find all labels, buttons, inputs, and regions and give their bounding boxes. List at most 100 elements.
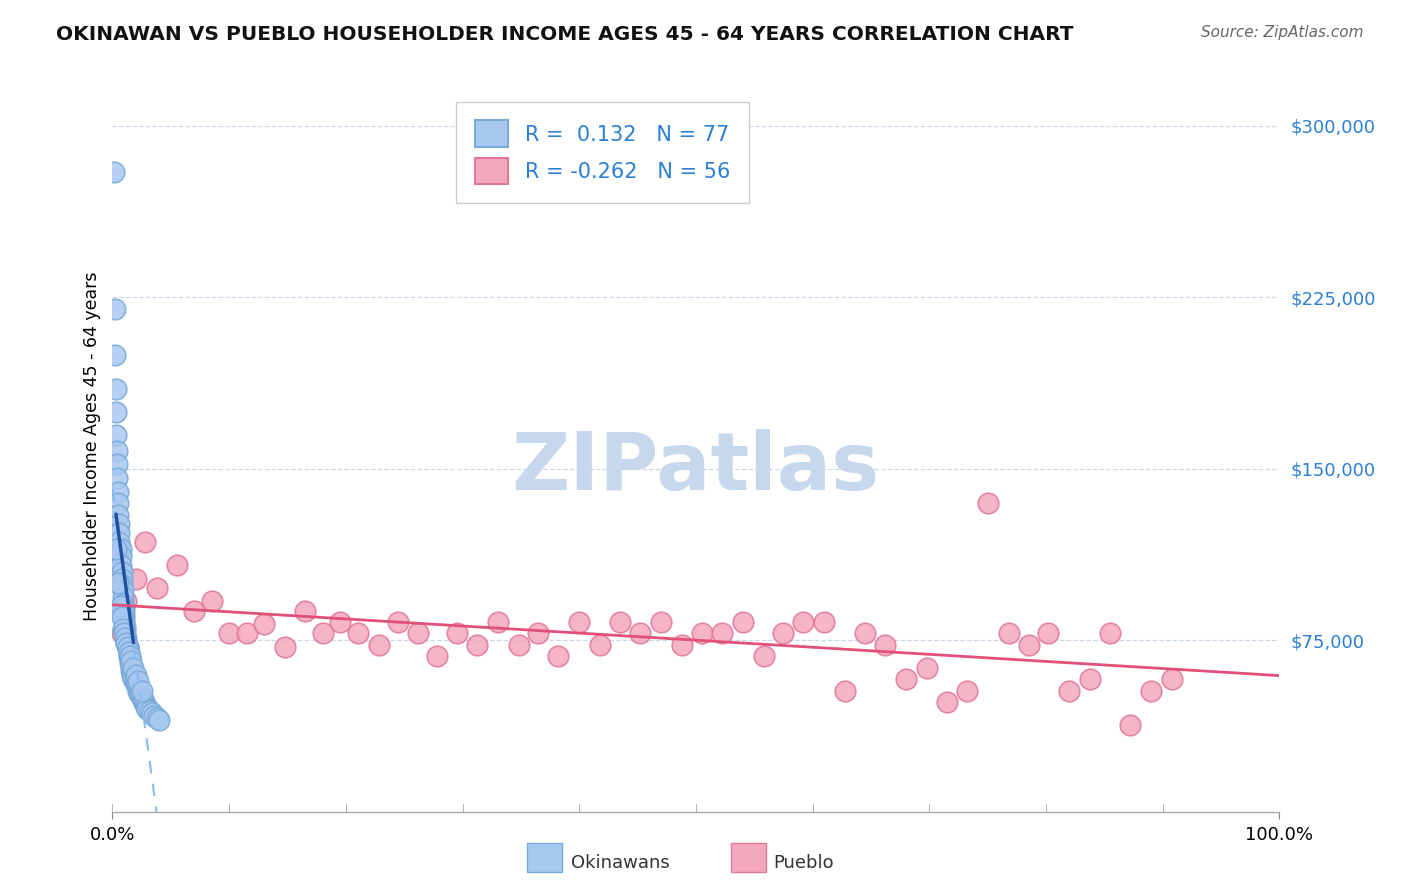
- Point: [129, 688, 152, 702]
- Point: [104, 301, 127, 316]
- Point: [104, 347, 127, 362]
- Point: [134, 698, 156, 712]
- Point: [1080, 672, 1102, 686]
- Point: [956, 683, 979, 698]
- Point: [105, 457, 128, 471]
- Point: [111, 597, 134, 611]
- Point: [115, 594, 138, 608]
- Point: [772, 626, 794, 640]
- Point: [976, 496, 998, 510]
- Text: Source: ZipAtlas.com: Source: ZipAtlas.com: [1201, 25, 1364, 40]
- Point: [108, 525, 131, 540]
- Point: [367, 638, 389, 652]
- Text: Pueblo: Pueblo: [773, 854, 834, 871]
- Text: OKINAWAN VS PUEBLO HOUSEHOLDER INCOME AGES 45 - 64 YEARS CORRELATION CHART: OKINAWAN VS PUEBLO HOUSEHOLDER INCOME AG…: [56, 25, 1074, 44]
- Point: [110, 558, 132, 572]
- Point: [183, 603, 205, 617]
- Point: [121, 665, 143, 680]
- Text: ZIPatlas: ZIPatlas: [512, 429, 880, 507]
- Point: [107, 484, 129, 499]
- Point: [114, 619, 136, 633]
- Point: [628, 626, 651, 640]
- Point: [671, 638, 693, 652]
- Point: [311, 626, 333, 640]
- Point: [104, 382, 127, 396]
- Point: [853, 626, 876, 640]
- Point: [792, 615, 814, 629]
- Point: [813, 615, 835, 629]
- Point: [146, 581, 169, 595]
- Point: [465, 638, 488, 652]
- Point: [117, 642, 139, 657]
- Point: [731, 615, 754, 629]
- Point: [406, 626, 429, 640]
- Point: [108, 516, 131, 531]
- Point: [568, 615, 591, 629]
- Point: [294, 603, 316, 617]
- Point: [117, 640, 139, 655]
- Point: [124, 674, 146, 689]
- Point: [122, 672, 145, 686]
- Point: [127, 674, 149, 689]
- Point: [690, 626, 713, 640]
- Point: [873, 638, 896, 652]
- Point: [547, 649, 569, 664]
- Point: [111, 578, 134, 592]
- Point: [146, 711, 169, 725]
- Point: [115, 635, 138, 649]
- Point: [118, 649, 141, 664]
- Point: [128, 686, 150, 700]
- Point: [1119, 718, 1142, 732]
- Point: [105, 471, 128, 485]
- Point: [111, 582, 134, 597]
- Point: [141, 706, 163, 721]
- Point: [114, 624, 136, 639]
- Point: [114, 629, 136, 643]
- Point: [346, 626, 368, 640]
- Point: [112, 606, 135, 620]
- Point: [104, 541, 127, 556]
- Point: [105, 443, 128, 458]
- Point: [103, 164, 125, 178]
- Point: [118, 647, 141, 661]
- Point: [387, 615, 409, 629]
- Point: [609, 615, 631, 629]
- Point: [111, 572, 134, 586]
- Point: [446, 626, 468, 640]
- Point: [115, 635, 138, 649]
- Point: [118, 649, 141, 664]
- Point: [112, 601, 135, 615]
- Point: [117, 640, 139, 655]
- Point: [107, 576, 129, 591]
- Point: [253, 617, 276, 632]
- Point: [329, 615, 352, 629]
- Point: [752, 649, 775, 664]
- Point: [111, 590, 134, 604]
- Point: [997, 626, 1019, 640]
- Point: [125, 679, 148, 693]
- Point: [114, 631, 136, 645]
- Point: [107, 508, 129, 522]
- Point: [104, 427, 127, 442]
- Point: [143, 708, 166, 723]
- Point: [125, 572, 148, 586]
- Point: [120, 663, 142, 677]
- Point: [1161, 672, 1184, 686]
- Point: [104, 405, 127, 419]
- Point: [1018, 638, 1040, 652]
- Point: [915, 661, 938, 675]
- Point: [589, 638, 612, 652]
- Point: [111, 610, 134, 624]
- Point: [112, 626, 135, 640]
- Point: [132, 695, 155, 709]
- Point: [107, 496, 129, 510]
- Point: [486, 615, 509, 629]
- Point: [218, 626, 240, 640]
- Point: [111, 565, 134, 579]
- Point: [1038, 626, 1060, 640]
- Point: [235, 626, 257, 640]
- Point: [121, 667, 143, 681]
- Point: [834, 683, 856, 698]
- Point: [426, 649, 449, 664]
- Point: [127, 683, 149, 698]
